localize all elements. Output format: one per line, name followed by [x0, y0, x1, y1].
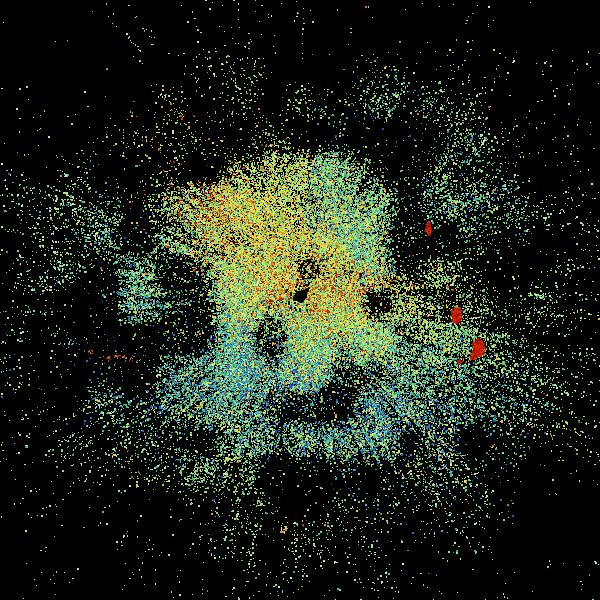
astro-scatter-visualization: [0, 0, 600, 600]
sky-map-canvas: [0, 0, 600, 600]
